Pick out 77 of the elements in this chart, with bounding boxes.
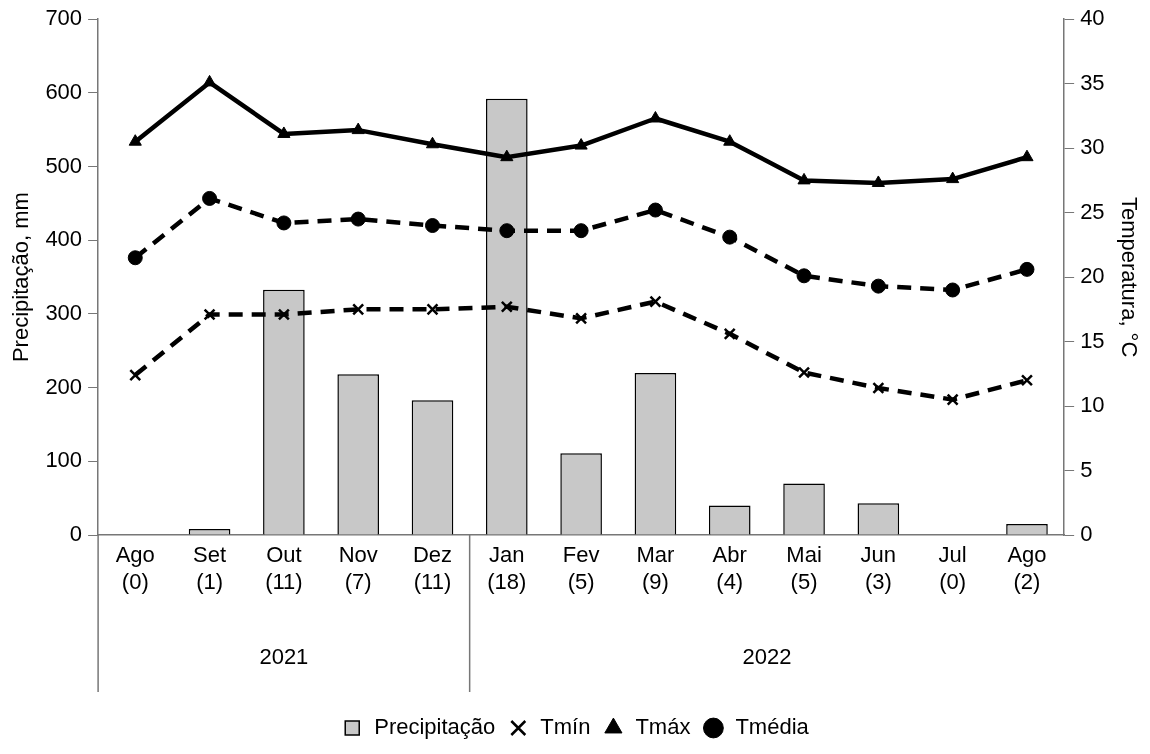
y2-tick-label: 15 [1080, 327, 1105, 353]
legend-label: Tmín [540, 714, 591, 740]
x-tick-label: Jan (18) [487, 542, 527, 594]
point [797, 366, 811, 379]
point [574, 138, 588, 150]
x-tick-label: Ago (0) [115, 542, 155, 594]
x-tick-label: Jul (0) [938, 542, 967, 594]
point [648, 110, 662, 123]
point [796, 268, 812, 284]
point [425, 136, 440, 149]
x-tick-label: Set (1) [193, 542, 227, 594]
point [202, 190, 218, 206]
point [128, 134, 142, 146]
x-tick-label: Out (11) [265, 542, 303, 594]
legend-label: Tmédia [735, 714, 810, 740]
y2-tick-label: 30 [1080, 134, 1105, 160]
point [1020, 374, 1034, 387]
y-tick-label: 300 [45, 300, 83, 326]
point [649, 295, 662, 308]
point [1020, 149, 1034, 162]
point [127, 250, 143, 266]
point [277, 126, 291, 138]
y2-tick-label: 10 [1080, 392, 1105, 418]
y2-tick-label: 25 [1080, 198, 1105, 224]
y2-tick-label: 40 [1080, 5, 1105, 31]
point [574, 312, 588, 325]
point [203, 308, 216, 321]
y2-tick-label: 35 [1080, 69, 1105, 95]
point [500, 300, 514, 313]
y2-tick-label: 0 [1080, 521, 1093, 547]
x-tick-label: Jun (3) [860, 542, 897, 594]
point [573, 223, 589, 239]
y-tick-label: 0 [69, 521, 83, 547]
point [129, 368, 142, 382]
y-tick-label: 700 [45, 5, 83, 31]
x-tick-label: Mai (5) [786, 542, 822, 594]
point [276, 215, 292, 231]
y2-tick-label: 20 [1080, 263, 1105, 289]
point [1019, 261, 1035, 277]
y-tick-label: 600 [45, 78, 83, 104]
point [351, 122, 365, 135]
y2-axis-title: Temperatura, °C [1116, 196, 1142, 358]
y-tick-label: 100 [45, 447, 83, 473]
text: 2021 [259, 644, 309, 670]
x-tick-label: Abr (4) [712, 542, 747, 594]
point [870, 278, 886, 294]
point [647, 202, 663, 218]
point [500, 149, 514, 162]
point [722, 229, 738, 245]
point [425, 218, 440, 234]
text: 2022 [742, 644, 792, 670]
x-tick-label: Mar (9) [636, 542, 675, 594]
point [723, 327, 736, 341]
x-tick-label: Nov (7) [338, 542, 378, 594]
point [871, 175, 885, 187]
point [499, 223, 515, 239]
point [797, 172, 811, 185]
point [426, 303, 439, 316]
x-tick-label: Ago (2) [1007, 542, 1047, 594]
x-tick-label: Dez (11) [412, 542, 453, 594]
y-axis-title: Precipitação, mm [8, 192, 34, 363]
point [203, 74, 217, 87]
y-tick-label: 200 [45, 373, 83, 399]
legend-label: Precipitação [374, 714, 496, 740]
y-tick-label: 500 [45, 152, 83, 178]
legend-label: Tmáx [635, 714, 691, 740]
y-tick-label: 400 [45, 226, 83, 252]
point [946, 171, 960, 184]
point [723, 134, 737, 146]
point [872, 381, 885, 395]
point [945, 282, 961, 298]
point [350, 211, 366, 227]
point [351, 303, 365, 316]
point [277, 308, 291, 321]
point [946, 393, 959, 406]
y2-tick-label: 5 [1080, 456, 1093, 482]
x-tick-label: Fev (5) [562, 542, 600, 594]
